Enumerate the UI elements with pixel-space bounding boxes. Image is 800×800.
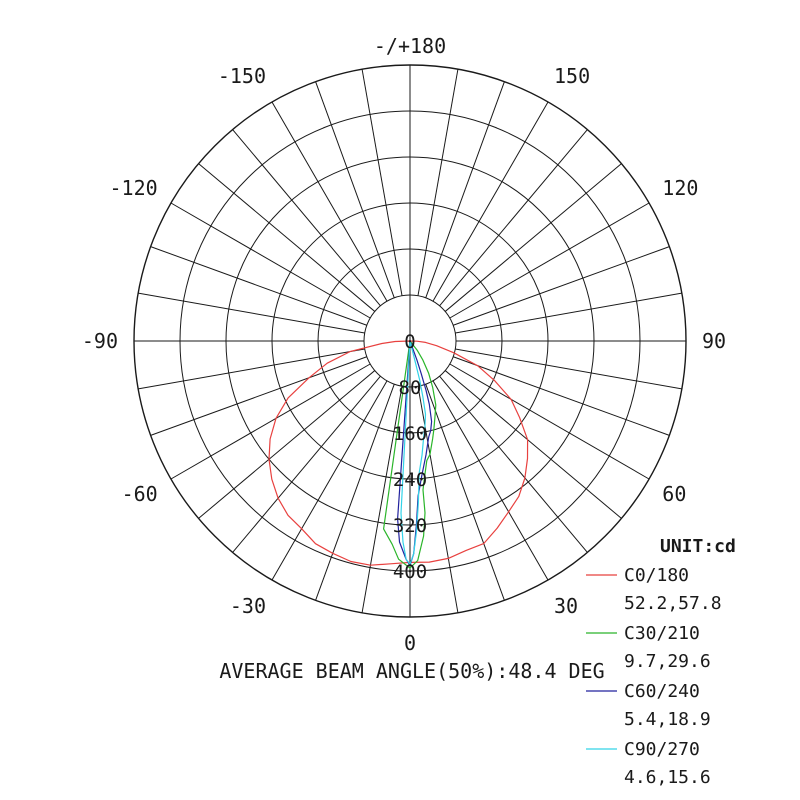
polar-grid bbox=[133, 64, 687, 618]
radial-tick-labels: 0 80 160 240 320 400 bbox=[393, 331, 427, 583]
grid-spoke bbox=[232, 129, 381, 307]
angle-label: 60 bbox=[662, 482, 686, 506]
radial-tick-label: 400 bbox=[393, 561, 427, 583]
radial-tick-label: 0 bbox=[404, 331, 415, 353]
grid-spoke bbox=[425, 384, 505, 601]
angle-label: -30 bbox=[230, 594, 266, 618]
series-curve-3 bbox=[400, 340, 427, 565]
radial-tick-label: 240 bbox=[393, 469, 427, 491]
angle-label: 0 bbox=[404, 631, 416, 655]
grid-spoke bbox=[170, 202, 371, 319]
legend-beam-angles: 9.7,29.6 bbox=[624, 651, 711, 672]
radial-tick-label: 80 bbox=[399, 377, 422, 399]
angle-label: -150 bbox=[218, 64, 266, 88]
grid-spoke bbox=[453, 246, 670, 326]
grid-spoke bbox=[138, 348, 365, 390]
legend-beam-angles: 52.2,57.8 bbox=[624, 593, 722, 614]
grid-spoke bbox=[432, 101, 549, 302]
grid-spoke bbox=[150, 246, 367, 326]
legend-beam-angles: 5.4,18.9 bbox=[624, 709, 711, 730]
angle-label: 30 bbox=[554, 594, 578, 618]
angle-label: -60 bbox=[122, 482, 158, 506]
grid-spoke bbox=[417, 69, 459, 296]
grid-spoke bbox=[271, 380, 388, 581]
series-curve-1 bbox=[383, 340, 437, 569]
legend-series-name: C90/270 bbox=[624, 739, 700, 760]
angle-label: 90 bbox=[702, 329, 726, 353]
legend-series-name: C60/240 bbox=[624, 681, 700, 702]
grid-spoke bbox=[170, 363, 371, 480]
grid-spoke bbox=[315, 384, 395, 601]
angle-label: -/+180 bbox=[374, 34, 446, 58]
unit-label: UNIT:cd bbox=[660, 536, 736, 557]
grid-spoke bbox=[449, 363, 650, 480]
grid-spoke bbox=[198, 163, 376, 312]
radial-tick-label: 320 bbox=[393, 515, 427, 537]
grid-spoke bbox=[361, 69, 403, 296]
grid-spoke bbox=[361, 386, 403, 613]
grid-spoke bbox=[444, 370, 622, 519]
grid-spoke bbox=[138, 292, 365, 334]
grid-spoke bbox=[315, 81, 395, 298]
angle-label: -120 bbox=[110, 176, 158, 200]
angle-label: -90 bbox=[82, 329, 118, 353]
grid-spoke bbox=[198, 370, 376, 519]
angle-label: 150 bbox=[554, 64, 590, 88]
grid-spoke bbox=[453, 356, 670, 436]
grid-spoke bbox=[232, 375, 381, 553]
grid-spoke bbox=[432, 380, 549, 581]
grid-spoke bbox=[444, 163, 622, 312]
legend-beam-angles: 4.6,15.6 bbox=[624, 767, 711, 788]
radial-tick-label: 160 bbox=[393, 423, 427, 445]
grid-spoke bbox=[439, 375, 588, 553]
beam-angle-text: AVERAGE BEAM ANGLE(50%):48.4 DEG bbox=[219, 659, 604, 683]
legend-series-name: C0/180 bbox=[624, 565, 689, 586]
grid-spoke bbox=[449, 202, 650, 319]
angle-labels: 0 30 60 90 120 150 -/+180 -30 -60 -90 -120 -150 bbox=[82, 34, 726, 655]
intensity-curves bbox=[268, 340, 529, 569]
grid-spoke bbox=[271, 101, 388, 302]
grid-spoke bbox=[150, 356, 367, 436]
legend: C0/180 52.2,57.8 C30/210 9.7,29.6 C60/240 5.4… bbox=[586, 565, 722, 788]
grid-spoke bbox=[455, 292, 682, 334]
grid-spoke bbox=[425, 81, 505, 298]
angle-label: 120 bbox=[662, 176, 698, 200]
legend-series-name: C30/210 bbox=[624, 623, 700, 644]
grid-spoke bbox=[439, 129, 588, 307]
grid-spoke bbox=[455, 348, 682, 390]
